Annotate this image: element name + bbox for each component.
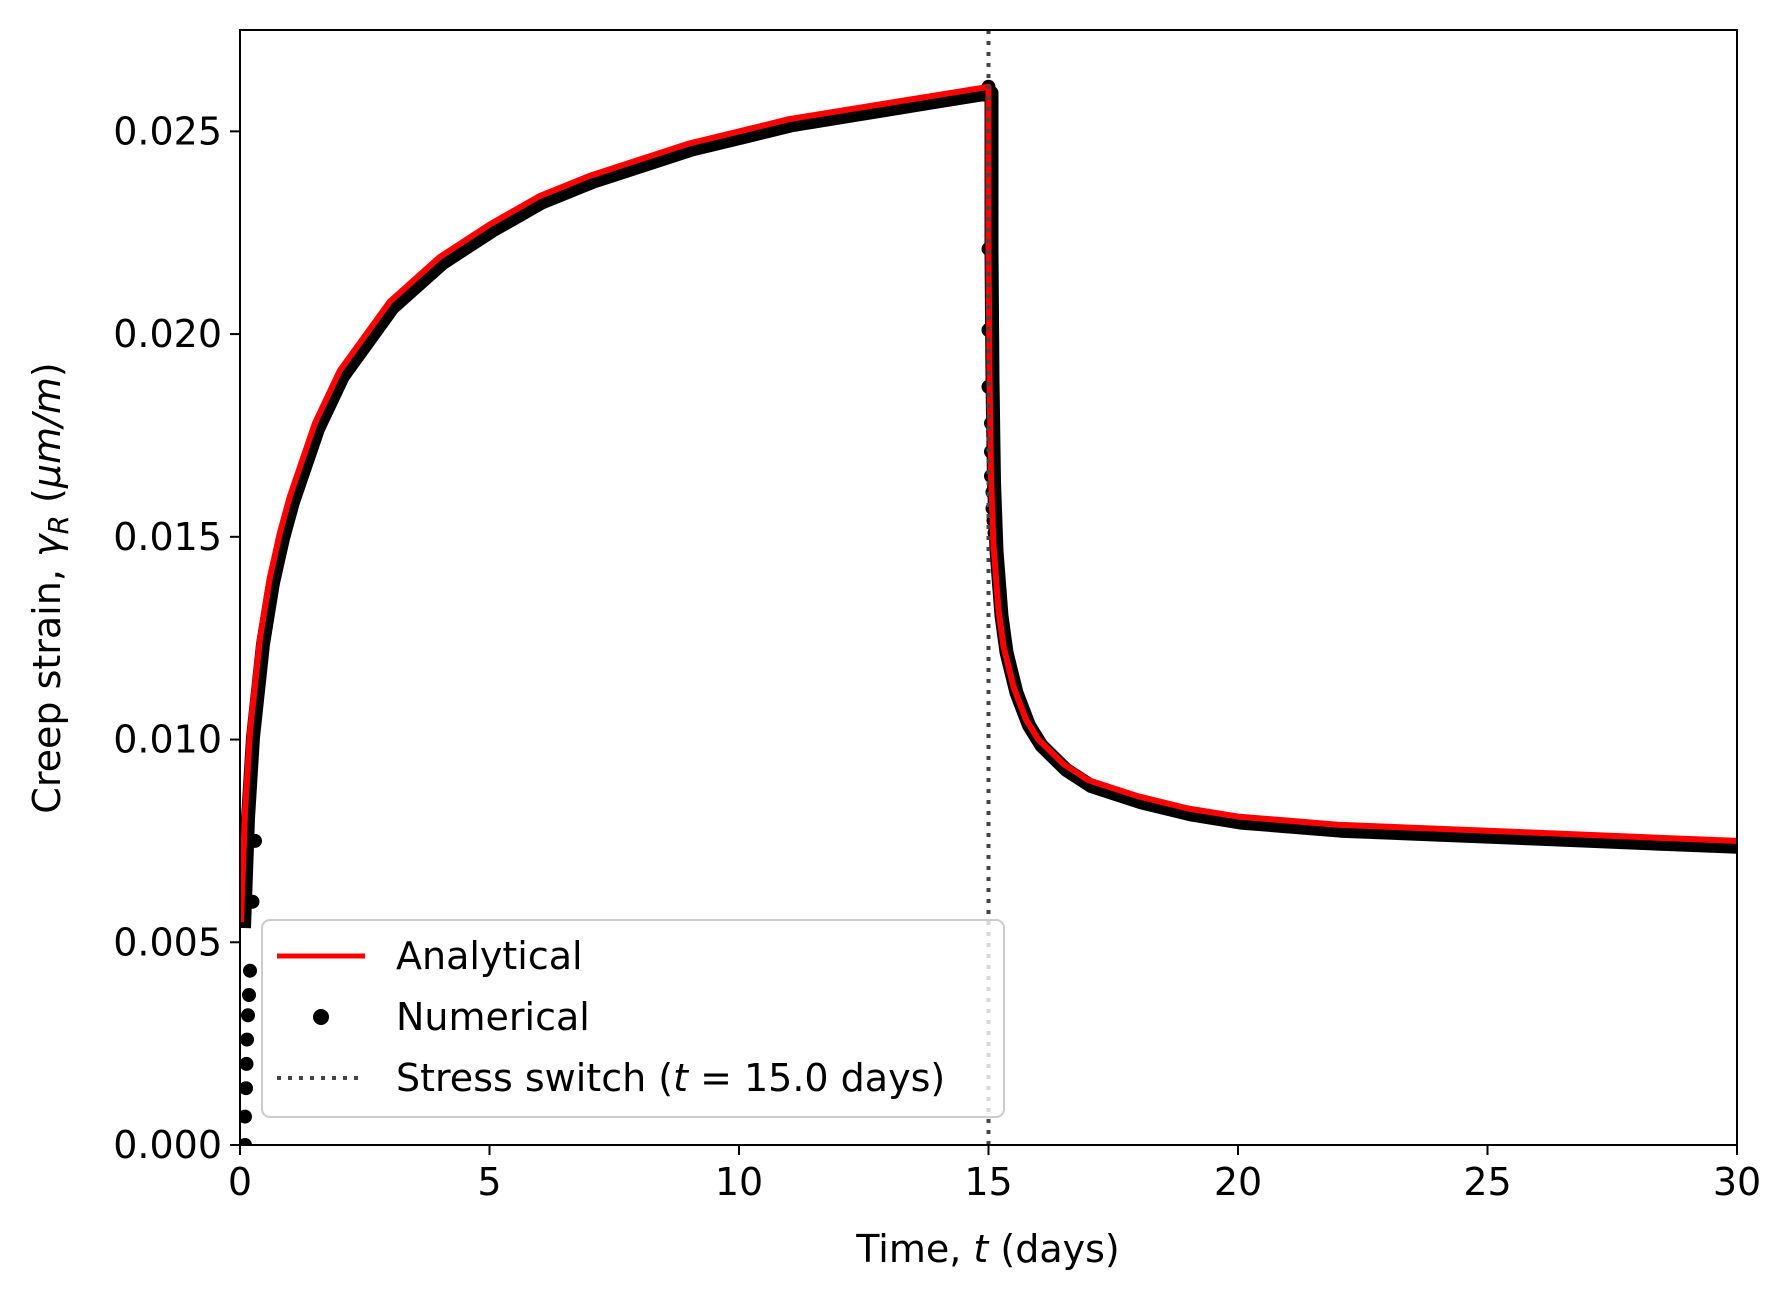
- y-tick-label: 0.000: [113, 1123, 222, 1167]
- numerical-point: [240, 1081, 253, 1096]
- series-layer: [240, 30, 1737, 1145]
- y-axis-label-unit: μm/m: [25, 377, 69, 489]
- numerical-dense-band: [240, 85, 1737, 929]
- x-axis-ticks: 0 5 10 15 20 25 30: [228, 1145, 1761, 1204]
- y-axis-label-gamma: γ: [25, 532, 69, 557]
- legend: Analytical Numerical Stress switch (t = …: [261, 919, 1005, 1118]
- y-tick-label: 0.025: [113, 109, 222, 153]
- x-tick-label: 30: [1713, 1160, 1761, 1204]
- x-tick-label: 20: [1214, 1160, 1262, 1204]
- x-axis-label-var: t: [973, 1227, 990, 1271]
- numerical-point: [245, 894, 260, 909]
- legend-numerical-swatch: [313, 1009, 329, 1025]
- y-tick-label: 0.020: [113, 312, 222, 356]
- legend-numerical-label: Numerical: [396, 995, 590, 1039]
- numerical-point: [240, 1056, 254, 1071]
- legend-switch-part2: = 15.0 days): [688, 1056, 945, 1100]
- y-axis-label-part3: ): [25, 362, 69, 377]
- x-tick-label: 5: [477, 1160, 501, 1204]
- x-tick-label: 25: [1463, 1160, 1511, 1204]
- y-axis-label: Creep strain, γR (μm/m): [25, 362, 75, 813]
- numerical-point: [240, 1109, 252, 1124]
- x-axis-label-part1: Time,: [855, 1227, 973, 1271]
- numerical-point: [243, 963, 257, 978]
- numerical-point: [241, 1008, 255, 1023]
- legend-analytical-label: Analytical: [396, 934, 583, 978]
- y-axis-label-sub: R: [42, 515, 75, 534]
- x-tick-label: 0: [228, 1160, 252, 1204]
- y-tick-label: 0.005: [113, 920, 222, 964]
- numerical-point: [240, 1032, 254, 1047]
- x-axis-label-part2: (days): [988, 1227, 1119, 1271]
- x-tick-label: 10: [715, 1160, 763, 1204]
- legend-switch-label: Stress switch (t = 15.0 days): [396, 1056, 945, 1100]
- legend-switch-var: t: [673, 1056, 690, 1100]
- y-tick-label: 0.010: [113, 718, 222, 762]
- legend-box: [261, 919, 1005, 1118]
- y-axis-label-part2: (: [25, 488, 69, 515]
- numerical-point: [240, 1138, 252, 1145]
- numerical-point: [248, 833, 262, 848]
- y-axis-label-part1: Creep strain,: [25, 557, 69, 814]
- legend-switch-part1: Stress switch (: [396, 1056, 673, 1100]
- x-tick-label: 15: [964, 1160, 1012, 1204]
- y-axis-ticks: 0.000 0.005 0.010 0.015 0.020 0.025: [113, 109, 240, 1167]
- analytical-line: [240, 83, 1737, 923]
- numerical-point: [242, 988, 256, 1002]
- x-axis-label: Time, t (days): [855, 1227, 1120, 1271]
- y-tick-label: 0.015: [113, 515, 222, 559]
